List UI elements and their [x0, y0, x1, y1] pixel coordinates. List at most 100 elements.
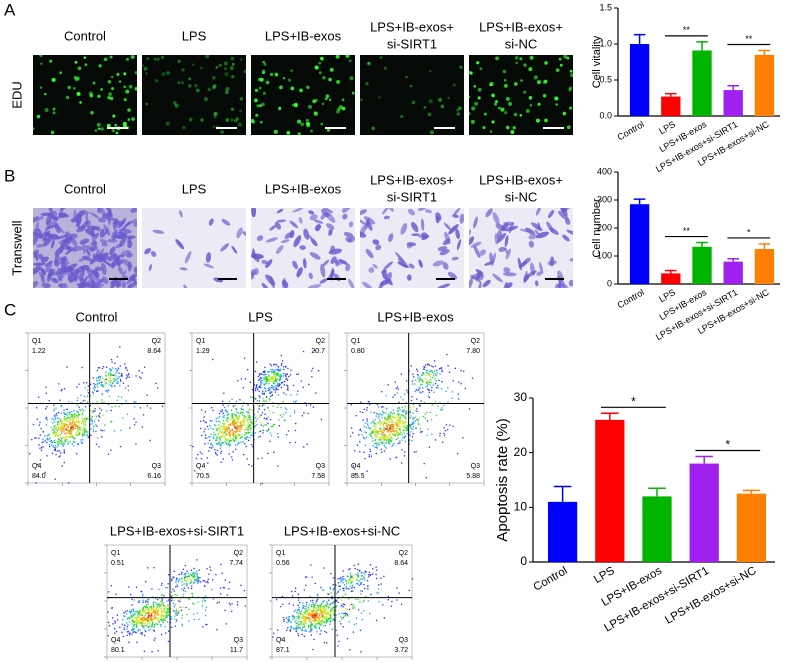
- nucleus: [504, 84, 508, 88]
- event-dot: [401, 373, 402, 374]
- event-dot: [380, 578, 381, 579]
- event-dot: [145, 631, 146, 632]
- event-dot: [286, 374, 287, 375]
- quadrant-name: Q1: [111, 550, 120, 557]
- event-dot: [78, 434, 79, 435]
- event-dot: [143, 600, 144, 601]
- event-dot: [245, 378, 246, 379]
- event-dot: [248, 464, 249, 465]
- event-dot: [192, 593, 193, 594]
- significance-label: **: [745, 34, 753, 44]
- event-dot: [145, 610, 146, 611]
- event-dot: [54, 425, 55, 426]
- event-dot: [71, 433, 72, 434]
- event-dot: [210, 420, 211, 421]
- event-dot: [155, 611, 156, 612]
- event-dot: [205, 582, 206, 583]
- event-dot: [171, 591, 172, 592]
- event-dot: [208, 450, 209, 451]
- event-dot: [173, 611, 174, 612]
- nucleus: [428, 112, 432, 116]
- event-dot: [236, 409, 237, 410]
- event-dot: [188, 573, 189, 574]
- event-dot: [332, 589, 333, 590]
- event-dot: [403, 424, 404, 425]
- event-dot: [73, 445, 74, 446]
- event-dot: [56, 413, 57, 414]
- event-dot: [124, 363, 125, 364]
- event-dot: [268, 429, 269, 430]
- event-dot: [141, 618, 142, 619]
- nucleus: [76, 92, 80, 96]
- event-dot: [360, 630, 361, 631]
- event-dot: [55, 445, 56, 446]
- event-dot: [304, 608, 305, 609]
- event-dot: [221, 436, 222, 437]
- event-dot: [412, 417, 413, 418]
- panel-label: B: [4, 166, 15, 185]
- event-dot: [52, 429, 53, 430]
- event-dot: [324, 617, 325, 618]
- event-dot: [358, 434, 359, 435]
- event-dot: [322, 589, 323, 590]
- event-dot: [301, 380, 302, 381]
- event-dot: [105, 374, 106, 375]
- event-dot: [277, 374, 278, 375]
- nucleus: [39, 53, 43, 57]
- event-dot: [95, 431, 96, 432]
- event-dot: [62, 428, 63, 429]
- event-dot: [163, 622, 164, 623]
- event-dot: [94, 385, 95, 386]
- nucleus: [146, 57, 149, 60]
- event-dot: [124, 629, 125, 630]
- event-dot: [216, 436, 217, 437]
- event-dot: [150, 407, 151, 408]
- event-dot: [298, 615, 299, 616]
- event-dot: [262, 430, 263, 431]
- image-bg: [33, 55, 137, 135]
- event-dot: [398, 433, 399, 434]
- event-dot: [386, 408, 387, 409]
- event-dot: [472, 378, 473, 379]
- event-dot: [400, 421, 401, 422]
- nucleus: [315, 99, 318, 102]
- event-dot: [283, 392, 284, 393]
- quadrant-name: Q3: [471, 463, 480, 470]
- event-dot: [379, 419, 380, 420]
- nucleus: [200, 118, 204, 122]
- event-dot: [327, 603, 328, 604]
- event-dot: [286, 630, 287, 631]
- event-dot: [238, 443, 239, 444]
- event-dot: [67, 417, 68, 418]
- event-dot: [57, 423, 58, 424]
- nucleus: [336, 110, 340, 114]
- event-dot: [402, 399, 403, 400]
- event-dot: [276, 387, 277, 388]
- event-dot: [344, 615, 345, 616]
- event-dot: [424, 463, 425, 464]
- event-dot: [117, 400, 118, 401]
- event-dot: [61, 440, 62, 441]
- event-dot: [376, 453, 377, 454]
- event-dot: [129, 633, 130, 634]
- event-dot: [287, 389, 288, 390]
- event-dot: [166, 600, 167, 601]
- event-dot: [198, 581, 199, 582]
- event-dot: [72, 421, 73, 422]
- event-dot: [271, 387, 272, 388]
- nucleus: [534, 75, 538, 79]
- event-dot: [151, 609, 152, 610]
- nucleus: [476, 61, 479, 64]
- column-label: LPS+IB-exos: [265, 28, 342, 43]
- quadrant-value: 7.74: [229, 560, 243, 567]
- event-dot: [182, 615, 183, 616]
- event-dot: [114, 633, 115, 634]
- nucleus: [400, 115, 403, 118]
- nucleus: [279, 86, 283, 90]
- nucleus: [116, 132, 119, 135]
- event-dot: [217, 454, 218, 455]
- y-tick-label: 10: [514, 500, 528, 514]
- event-dot: [73, 429, 74, 430]
- event-dot: [285, 394, 286, 395]
- event-dot: [277, 379, 278, 380]
